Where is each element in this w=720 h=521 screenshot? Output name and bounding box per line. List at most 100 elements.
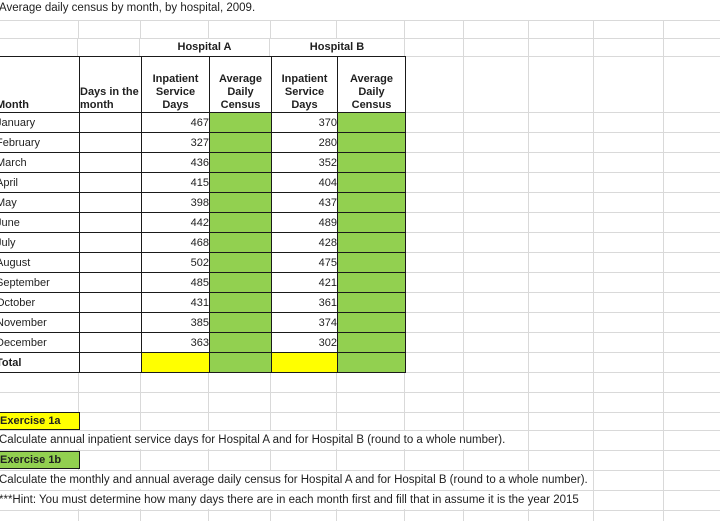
hospital-a-census-cell[interactable] xyxy=(209,272,272,293)
days-in-month-cell[interactable] xyxy=(79,212,142,233)
sheet-title: Average daily census by month, by hospit… xyxy=(0,2,256,14)
month-cell[interactable]: December xyxy=(0,332,80,353)
hospital-a-census-cell[interactable] xyxy=(209,232,272,253)
hospital-a-census-cell[interactable] xyxy=(209,352,272,373)
hospital-b-census-cell[interactable] xyxy=(337,272,406,293)
days-in-month-cell[interactable] xyxy=(79,312,142,333)
days-in-month-cell[interactable] xyxy=(79,112,142,133)
hospital-a-inpatient-days-cell[interactable]: 442 xyxy=(141,212,210,233)
days-in-month-cell[interactable] xyxy=(79,132,142,153)
gridline xyxy=(0,490,720,491)
month-cell[interactable]: October xyxy=(0,292,80,313)
hospital-b-inpatient-days-cell[interactable]: 421 xyxy=(271,272,338,293)
hospital-b-inpatient-days-cell[interactable]: 374 xyxy=(271,312,338,333)
hospital-a-census-cell[interactable] xyxy=(209,252,272,273)
hospital-b-census-cell[interactable] xyxy=(337,152,406,173)
hospital-b-inpatient-days-cell[interactable] xyxy=(271,352,338,373)
days-in-month-cell[interactable] xyxy=(79,272,142,293)
month-cell[interactable]: June xyxy=(0,212,80,233)
days-in-month-cell[interactable] xyxy=(79,192,142,213)
hospital-a-census-cell[interactable] xyxy=(209,112,272,133)
spacer-cell-b[interactable] xyxy=(78,39,140,56)
month-cell[interactable]: Total xyxy=(0,352,80,373)
hospital-b-census-cell[interactable] xyxy=(337,252,406,273)
hospital-b-census-cell[interactable] xyxy=(337,332,406,353)
hospital-a-census-cell[interactable] xyxy=(209,292,272,313)
hospital-b-census-cell[interactable] xyxy=(337,212,406,233)
hospital-a-inpatient-days-cell[interactable]: 467 xyxy=(141,112,210,133)
column-header-row: Month Days in the month Inpatient Servic… xyxy=(0,56,406,113)
hospital-b-inpatient-days-cell[interactable]: 302 xyxy=(271,332,338,353)
census-table-body: January467370February327280March436352Ap… xyxy=(0,112,406,373)
hospital-a-inpatient-days-cell[interactable]: 468 xyxy=(141,232,210,253)
days-in-month-cell[interactable] xyxy=(79,292,142,313)
month-cell[interactable]: August xyxy=(0,252,80,273)
hospital-b-census-cell[interactable] xyxy=(337,232,406,253)
hospital-a-census-cell[interactable] xyxy=(209,152,272,173)
month-cell[interactable]: April xyxy=(0,172,80,193)
hospital-b-inpatient-days-cell[interactable]: 475 xyxy=(271,252,338,273)
hospital-a-inpatient-days-cell[interactable]: 502 xyxy=(141,252,210,273)
month-cell[interactable]: February xyxy=(0,132,80,153)
month-column-header[interactable]: Month xyxy=(0,56,80,113)
gridline xyxy=(0,38,720,39)
hospital-a-inpatient-days-cell[interactable]: 436 xyxy=(141,152,210,173)
hospital-a-census-cell[interactable] xyxy=(209,332,272,353)
month-cell[interactable]: July xyxy=(0,232,80,253)
days-in-month-cell[interactable] xyxy=(79,172,142,193)
hospital-a-census-cell[interactable] xyxy=(209,172,272,193)
hospital-a-census-cell[interactable] xyxy=(209,312,272,333)
days-in-month-cell[interactable] xyxy=(79,232,142,253)
exercise-1b-instructions: Calculate the monthly and annual average… xyxy=(0,471,591,489)
hospital-a-inpatient-days-cell[interactable]: 385 xyxy=(141,312,210,333)
hospital-b-census-cell[interactable] xyxy=(337,352,406,373)
hint-text: ***Hint: You must determine how many day… xyxy=(0,491,582,509)
exercise-1a-cell[interactable]: Exercise 1a xyxy=(0,412,80,430)
month-cell[interactable]: May xyxy=(0,192,80,213)
hospital-b-census-cell[interactable] xyxy=(337,192,406,213)
hospital-b-census-cell[interactable] xyxy=(337,172,406,193)
hospital-a-inpatient-days-cell[interactable]: 485 xyxy=(141,272,210,293)
days-in-month-column-header[interactable]: Days in the month xyxy=(79,56,142,113)
hospital-b-census-column-header[interactable]: Average Daily Census xyxy=(337,56,406,113)
hospital-a-inpatient-days-cell[interactable]: 363 xyxy=(141,332,210,353)
month-cell[interactable]: January xyxy=(0,112,80,133)
days-in-month-cell[interactable] xyxy=(79,352,142,373)
days-in-month-cell[interactable] xyxy=(79,332,142,353)
hospital-b-inpatient-days-cell[interactable]: 370 xyxy=(271,112,338,133)
hospital-b-inpatient-days-cell[interactable]: 404 xyxy=(271,172,338,193)
hospital-a-census-cell[interactable] xyxy=(209,212,272,233)
hospital-b-inpatient-days-cell[interactable]: 280 xyxy=(271,132,338,153)
hospital-a-inpatient-days-cell[interactable]: 415 xyxy=(141,172,210,193)
hospital-b-inpatient-days-cell[interactable]: 352 xyxy=(271,152,338,173)
spacer-cell-a[interactable] xyxy=(0,39,78,56)
hospital-b-days-column-header[interactable]: Inpatient Service Days xyxy=(271,56,338,113)
hospital-b-census-cell[interactable] xyxy=(337,112,406,133)
hospital-b-inpatient-days-cell[interactable]: 489 xyxy=(271,212,338,233)
hospital-b-inpatient-days-cell[interactable]: 361 xyxy=(271,292,338,313)
hospital-a-days-column-header[interactable]: Inpatient Service Days xyxy=(141,56,210,113)
table-row: April 415 404 xyxy=(0,172,406,193)
gridline xyxy=(0,412,720,413)
hospital-b-census-cell[interactable] xyxy=(337,312,406,333)
table-row: May 398 437 xyxy=(0,192,406,213)
table-row: November 385 374 xyxy=(0,312,406,333)
month-cell[interactable]: March xyxy=(0,152,80,173)
hospital-b-census-cell[interactable] xyxy=(337,132,406,153)
hospital-b-census-cell[interactable] xyxy=(337,292,406,313)
exercise-1b-cell[interactable]: Exercise 1b xyxy=(0,451,80,469)
month-cell[interactable]: November xyxy=(0,312,80,333)
hospital-b-inpatient-days-cell[interactable]: 428 xyxy=(271,232,338,253)
hospital-a-census-cell[interactable] xyxy=(209,192,272,213)
hospital-b-inpatient-days-cell[interactable]: 437 xyxy=(271,192,338,213)
days-in-month-cell[interactable] xyxy=(79,152,142,173)
hospital-a-census-cell[interactable] xyxy=(209,132,272,153)
hospital-a-inpatient-days-cell[interactable] xyxy=(141,352,210,373)
table-row: July 468 428 xyxy=(0,232,406,253)
days-in-month-cell[interactable] xyxy=(79,252,142,273)
hospital-a-census-column-header[interactable]: Average Daily Census xyxy=(209,56,272,113)
month-cell[interactable]: September xyxy=(0,272,80,293)
hospital-a-inpatient-days-cell[interactable]: 431 xyxy=(141,292,210,313)
hospital-a-inpatient-days-cell[interactable]: 327 xyxy=(141,132,210,153)
hospital-a-inpatient-days-cell[interactable]: 398 xyxy=(141,192,210,213)
